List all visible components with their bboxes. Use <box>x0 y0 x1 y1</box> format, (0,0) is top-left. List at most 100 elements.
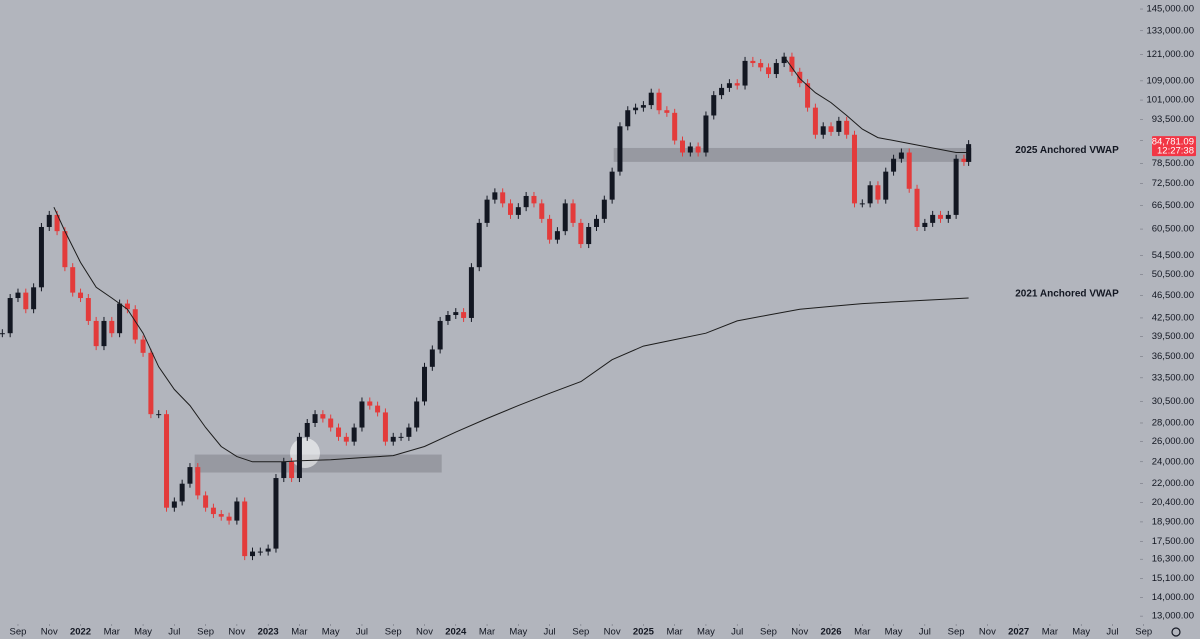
x-tick-label: Sep <box>572 627 589 638</box>
candle <box>359 401 365 428</box>
candle <box>406 427 412 437</box>
candle <box>961 158 967 162</box>
candle <box>336 427 342 437</box>
candle <box>164 414 170 508</box>
highlight <box>290 438 320 468</box>
candle <box>124 303 130 310</box>
x-tick-label: 2023 <box>258 627 279 638</box>
x-tick-label: Mar <box>666 627 682 638</box>
y-tick-label: 46,500.00 <box>1152 290 1194 301</box>
candle <box>390 436 396 442</box>
candle <box>898 152 904 159</box>
vwap-label: 2025 Anchored VWAP <box>1015 145 1119 156</box>
x-tick-label: May <box>509 627 527 638</box>
candle <box>656 92 662 111</box>
candle <box>617 126 623 172</box>
y-tick-label: 18,900.00 <box>1152 516 1194 527</box>
candle <box>31 287 37 310</box>
candle <box>633 107 639 111</box>
x-tick-label: Mar <box>104 627 120 638</box>
candle <box>453 312 459 316</box>
candle <box>828 126 834 132</box>
candle <box>773 63 779 75</box>
candle <box>812 107 818 135</box>
candle <box>836 120 842 132</box>
candle <box>461 312 467 318</box>
candle <box>414 401 420 428</box>
x-tick-label: Jul <box>168 627 180 638</box>
candle <box>601 199 607 219</box>
candle <box>820 126 826 135</box>
candle <box>515 207 521 215</box>
x-tick-label: Nov <box>604 627 621 638</box>
candle <box>46 214 52 227</box>
candle <box>945 214 951 219</box>
settings-icon[interactable] <box>1171 627 1181 637</box>
candle <box>117 303 123 334</box>
candle <box>500 192 506 204</box>
candle <box>711 95 717 116</box>
candle <box>7 298 13 334</box>
y-tick-label: 20,400.00 <box>1152 497 1194 508</box>
candle <box>351 427 357 442</box>
candle <box>281 461 287 479</box>
candle <box>101 320 107 347</box>
candle <box>226 516 232 521</box>
x-tick-label: Sep <box>385 627 402 638</box>
x-tick-label: Jul <box>356 627 368 638</box>
candle <box>883 171 889 200</box>
candle <box>171 501 177 508</box>
x-tick-label: May <box>697 627 715 638</box>
candle <box>758 63 764 68</box>
candle <box>234 501 240 521</box>
candle <box>570 203 576 223</box>
x-tick-label: Sep <box>948 627 965 638</box>
candle <box>805 83 811 108</box>
candle <box>797 71 803 84</box>
x-tick-label: Jul <box>544 627 556 638</box>
candle <box>70 267 76 293</box>
y-tick-label: 78,500.00 <box>1152 158 1194 169</box>
candle <box>484 199 490 223</box>
candle <box>203 495 209 508</box>
y-tick-label: 15,100.00 <box>1152 573 1194 584</box>
y-tick-label: 22,000.00 <box>1152 478 1194 489</box>
candle <box>851 134 857 204</box>
candle <box>922 222 928 227</box>
candle <box>38 226 44 288</box>
candle <box>586 226 592 245</box>
x-tick-label: May <box>134 627 152 638</box>
candle <box>23 292 29 310</box>
x-tick-label: Mar <box>1042 627 1058 638</box>
candle <box>625 110 631 127</box>
candle <box>210 507 216 515</box>
y-tick-label: 145,000.00 <box>1146 4 1194 15</box>
candle <box>593 218 600 227</box>
candle <box>437 320 443 350</box>
candle <box>937 214 943 219</box>
candle <box>930 214 936 223</box>
candle <box>765 67 771 75</box>
x-tick-label: Sep <box>760 627 777 638</box>
candle <box>218 514 224 517</box>
candle <box>867 185 873 204</box>
x-tick-label: 2022 <box>70 627 91 638</box>
candle <box>156 414 162 416</box>
candle <box>54 214 60 232</box>
x-tick-label: 2027 <box>1008 627 1029 638</box>
x-tick-label: Sep <box>1135 627 1152 638</box>
candle <box>648 92 654 106</box>
x-tick-label: Nov <box>979 627 996 638</box>
candle <box>719 87 725 96</box>
y-tick-label: 133,000.00 <box>1146 25 1194 36</box>
x-tick-label: Nov <box>228 627 245 638</box>
candle <box>328 418 334 428</box>
candle <box>265 548 271 552</box>
candle <box>195 467 201 496</box>
x-tick-label: Nov <box>41 627 58 638</box>
axes: 145,000.00 133,000.00 121,000.00 109,000.00… <box>10 4 1196 638</box>
candle <box>953 158 959 215</box>
candle <box>789 56 795 72</box>
